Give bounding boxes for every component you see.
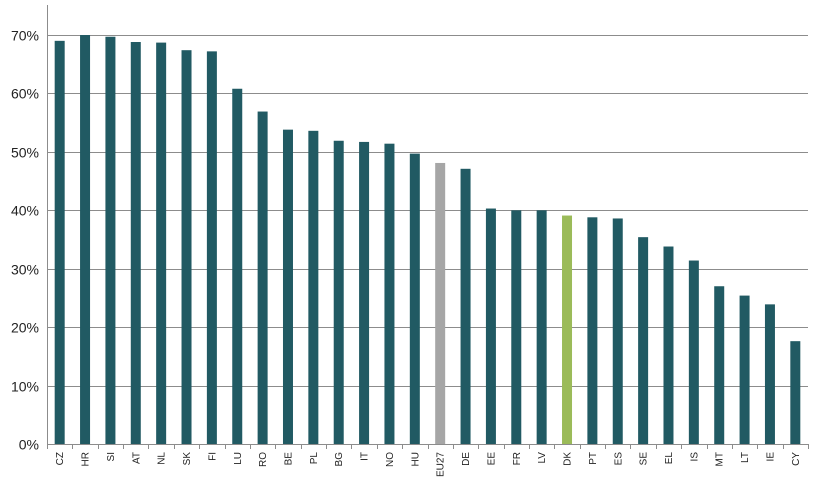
bar-lu xyxy=(232,88,243,444)
bar-pl xyxy=(308,130,319,444)
x-tick-label: DE xyxy=(461,452,472,466)
x-tick-label: SK xyxy=(182,452,193,466)
x-tick-label: EL xyxy=(664,452,675,465)
bar-lv xyxy=(536,210,547,444)
bar-el xyxy=(663,246,674,444)
bar-ro xyxy=(257,111,268,444)
x-tick-label: CY xyxy=(791,452,802,466)
y-tick-label: 60% xyxy=(11,86,39,102)
bar-is xyxy=(688,260,699,444)
bar-lt xyxy=(739,295,750,444)
x-tick-label: RO xyxy=(258,452,269,467)
x-tick-label: SE xyxy=(639,452,650,466)
bar-at xyxy=(130,42,141,444)
y-tick-label: 30% xyxy=(11,262,39,278)
x-tick-label: EE xyxy=(486,452,497,466)
x-tick-label: BG xyxy=(334,452,345,467)
bar-ie xyxy=(764,304,775,444)
bar-hu xyxy=(409,153,420,445)
bar-no xyxy=(384,143,395,444)
x-tick-label: NL xyxy=(157,452,168,465)
bar-hr xyxy=(80,35,91,444)
bar-it xyxy=(359,141,370,445)
bar-sk xyxy=(181,50,192,444)
x-tick-label: MT xyxy=(715,452,726,466)
bar-nl xyxy=(156,42,167,444)
x-tick-label: LU xyxy=(233,452,244,465)
x-tick-label: PL xyxy=(309,452,320,465)
y-tick-label: 40% xyxy=(11,203,39,219)
x-tick-label: AT xyxy=(131,452,142,464)
bar-be xyxy=(282,129,293,444)
bar-de xyxy=(460,168,471,445)
bar-es xyxy=(612,218,623,444)
x-tick-label: ES xyxy=(613,452,624,466)
bar-se xyxy=(638,237,649,444)
bar-fr xyxy=(511,210,522,444)
x-tick-label: FR xyxy=(512,452,523,465)
x-tick-label: NO xyxy=(385,452,396,467)
x-tick-label: IS xyxy=(689,452,700,462)
x-tick-label: FI xyxy=(207,452,218,461)
bar-ee xyxy=(485,208,496,444)
y-tick-label: 20% xyxy=(11,320,39,336)
x-tick-label: IE xyxy=(765,452,776,462)
bar-fi xyxy=(206,51,217,445)
x-tick-label: LT xyxy=(740,452,751,463)
bar-si xyxy=(105,36,116,444)
bar-mt xyxy=(714,286,725,444)
x-tick-label: IT xyxy=(360,452,371,461)
y-tick-label: 10% xyxy=(11,379,39,395)
x-tick-label: HR xyxy=(81,452,92,466)
x-tick-label: LV xyxy=(537,452,548,464)
bar-cy xyxy=(790,341,801,444)
bar-cz xyxy=(54,40,65,445)
x-tick-label: DK xyxy=(563,452,574,466)
bar-bg xyxy=(333,140,344,444)
bar-eu27 xyxy=(435,162,446,444)
x-tick-label: BE xyxy=(283,452,294,466)
y-tick-label: 0% xyxy=(19,437,39,453)
y-tick-label: 70% xyxy=(11,28,39,44)
bar-dk xyxy=(562,215,573,444)
x-tick-label: CZ xyxy=(55,452,66,465)
x-tick-label: HU xyxy=(410,452,421,466)
x-tick-label: SI xyxy=(106,452,117,461)
bar-pt xyxy=(587,217,598,444)
x-tick-label: EU27 xyxy=(436,452,447,477)
x-tick-label: PT xyxy=(588,452,599,465)
y-tick-label: 50% xyxy=(11,145,39,161)
